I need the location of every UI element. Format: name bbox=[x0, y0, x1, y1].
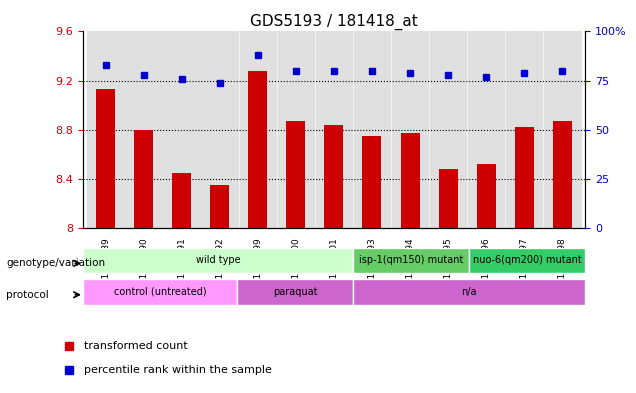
Bar bbox=[430, 31, 466, 228]
Bar bbox=[163, 31, 200, 228]
Bar bbox=[286, 121, 305, 228]
Text: nuo-6(qm200) mutant: nuo-6(qm200) mutant bbox=[473, 255, 581, 265]
Bar bbox=[353, 248, 469, 273]
Bar bbox=[87, 31, 124, 228]
Text: n/a: n/a bbox=[462, 287, 477, 297]
Bar bbox=[324, 125, 343, 228]
Bar bbox=[544, 31, 581, 228]
Text: transformed count: transformed count bbox=[84, 340, 188, 351]
Bar bbox=[240, 31, 276, 228]
Text: paraquat: paraquat bbox=[273, 287, 317, 297]
Bar bbox=[553, 121, 572, 228]
Bar bbox=[83, 248, 353, 273]
Text: genotype/variation: genotype/variation bbox=[6, 258, 106, 268]
Bar bbox=[468, 31, 504, 228]
Bar bbox=[277, 31, 314, 228]
Bar bbox=[353, 279, 585, 305]
Text: percentile rank within the sample: percentile rank within the sample bbox=[84, 365, 272, 375]
Text: wild type: wild type bbox=[196, 255, 240, 265]
Bar bbox=[172, 173, 191, 228]
Bar bbox=[125, 31, 162, 228]
Bar bbox=[83, 279, 237, 305]
Bar bbox=[134, 130, 153, 228]
Bar bbox=[392, 31, 428, 228]
Text: isp-1(qm150) mutant: isp-1(qm150) mutant bbox=[359, 255, 464, 265]
Bar bbox=[210, 185, 229, 228]
Title: GDS5193 / 181418_at: GDS5193 / 181418_at bbox=[250, 14, 418, 30]
Text: control (untreated): control (untreated) bbox=[114, 287, 206, 297]
Bar bbox=[96, 89, 115, 228]
Bar bbox=[248, 71, 267, 228]
Bar bbox=[476, 164, 495, 228]
Text: protocol: protocol bbox=[6, 290, 49, 300]
Bar bbox=[469, 248, 585, 273]
Bar bbox=[315, 31, 352, 228]
Bar bbox=[363, 136, 382, 228]
Bar bbox=[401, 133, 420, 228]
Bar bbox=[237, 279, 353, 305]
Bar bbox=[439, 169, 458, 228]
Bar bbox=[506, 31, 543, 228]
Bar bbox=[202, 31, 238, 228]
Bar bbox=[515, 127, 534, 228]
Bar bbox=[354, 31, 391, 228]
